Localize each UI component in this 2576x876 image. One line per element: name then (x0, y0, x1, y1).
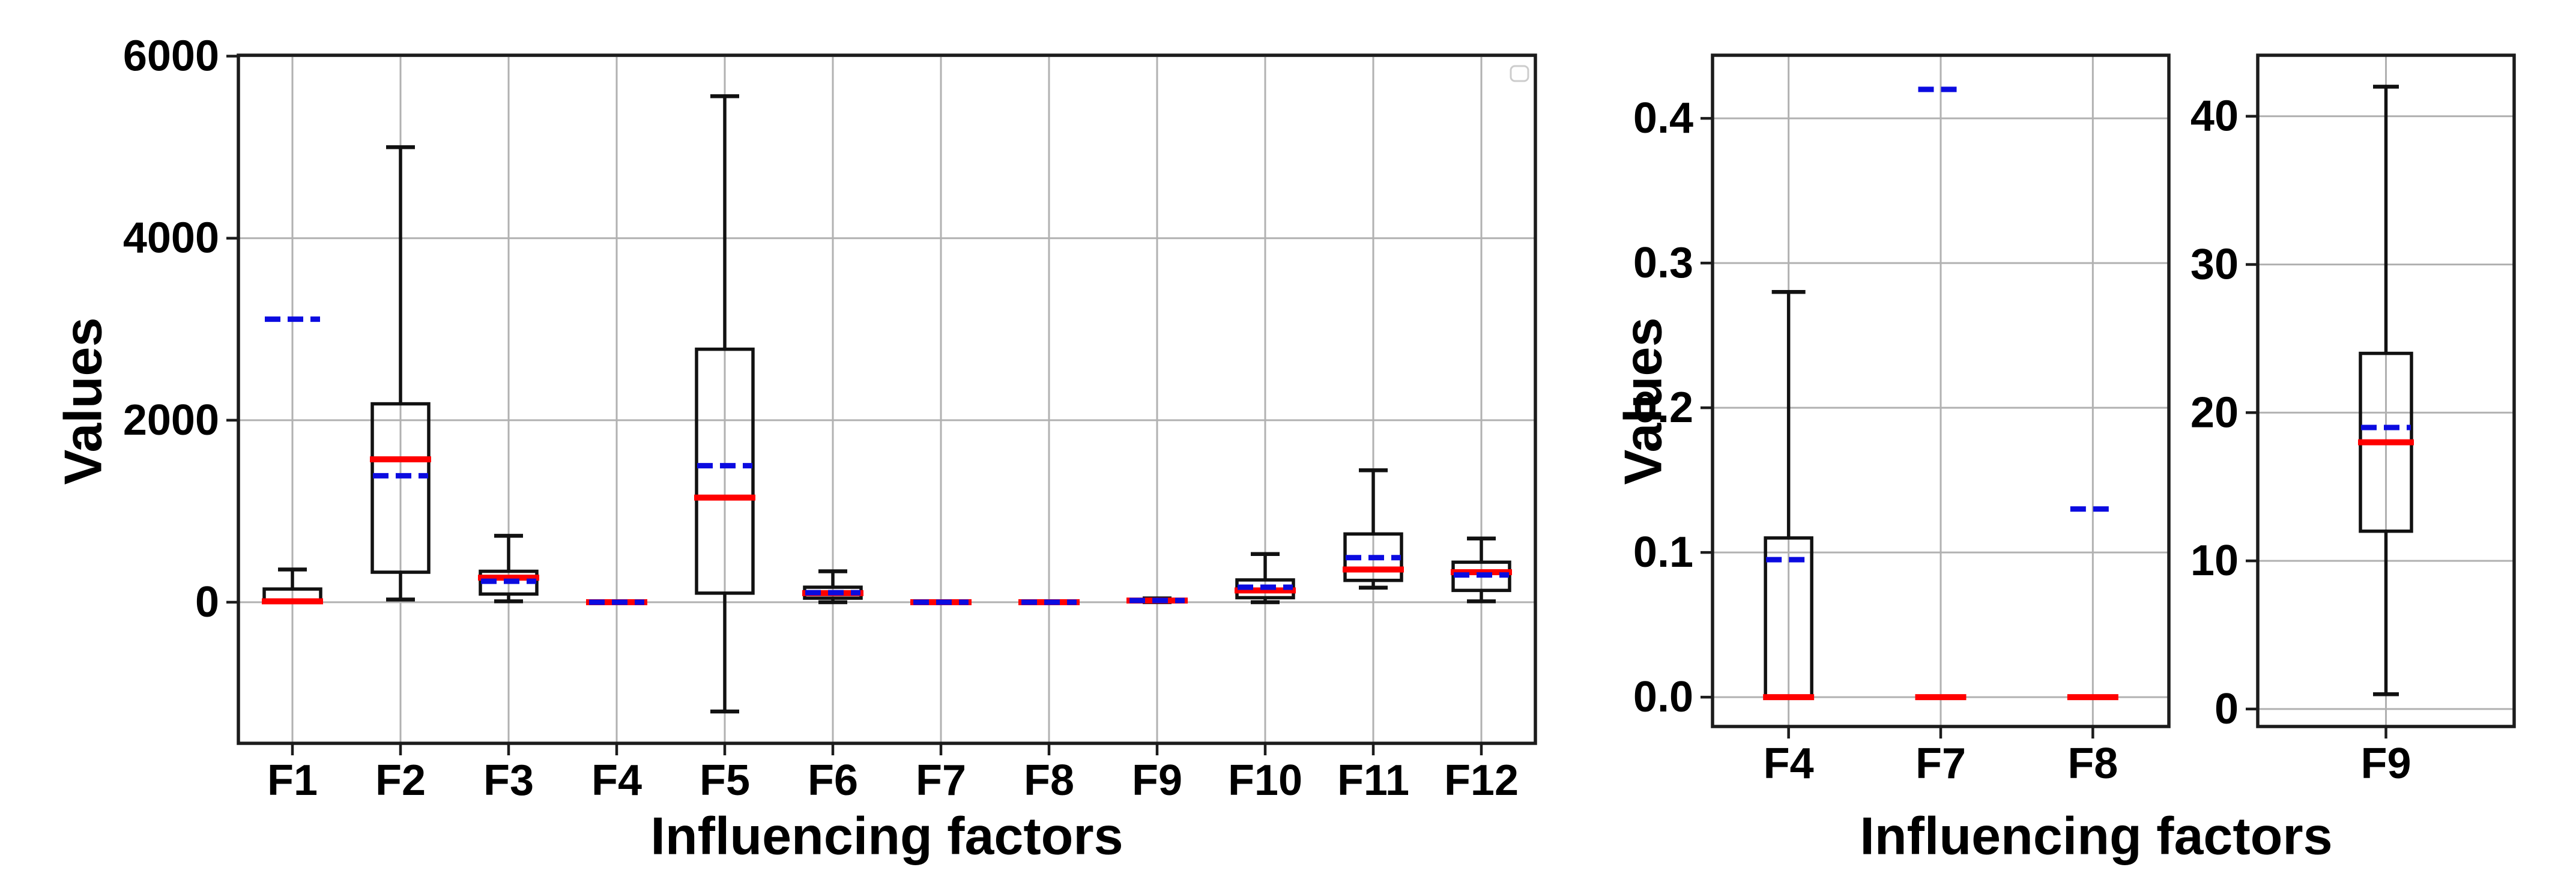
xtick-label: F2 (375, 757, 426, 805)
panel-right: 0 10 20 30 40 F9 (2191, 53, 2516, 788)
panel-middle: 0.0 0.1 0.2 0.3 0.4 F4 F7 F8 Influencing factors… (1613, 53, 2333, 866)
iqr-box (1343, 532, 1403, 582)
boxplot-F8 (2067, 506, 2118, 701)
boxplot-F5 (694, 94, 755, 714)
iqr-box (1451, 560, 1511, 593)
xtick-label: F3 (483, 757, 534, 805)
boxplot-F1 (262, 316, 323, 605)
boxplot-F4 (1763, 290, 1815, 701)
xtick-label: F11 (1337, 757, 1409, 805)
ytick-label: 40 (2191, 92, 2239, 140)
ytick-label: 4000 (123, 214, 219, 262)
xtick-label: F9 (2360, 740, 2411, 788)
gridlines (238, 55, 1535, 743)
y-axis-label: Values (53, 318, 113, 485)
x-axis-label: Influencing factors (650, 806, 1123, 866)
xtick-label: F4 (591, 757, 642, 805)
ytick-label: 0.0 (1633, 673, 1693, 721)
boxplot-F7 (1915, 86, 1967, 701)
ytick-label: 0.3 (1633, 239, 1693, 287)
xtick-label: F8 (1024, 757, 1074, 805)
ytick-label: 0.4 (1633, 94, 1693, 142)
xtick-label: F6 (808, 757, 858, 805)
ytick-label: 0 (2215, 685, 2239, 733)
iqr-box (695, 347, 755, 595)
ytick-label: 2000 (123, 396, 219, 444)
axes-border (237, 53, 1537, 745)
y-axis-label: Values (1613, 318, 1673, 485)
panel-left: 0 2000 4000 6000 F1 F2 F3 F4 F5 F6 F7 F8 F9 F10 F11 F12… (53, 32, 1537, 866)
ytick-label: 0.2 (1633, 384, 1693, 432)
ytick-label: 30 (2191, 240, 2239, 288)
xtick-label: F7 (1915, 740, 1966, 788)
iqr-box (479, 569, 539, 596)
boxplot-F6 (802, 569, 863, 605)
gridlines (1713, 55, 2169, 726)
ytick-label: 0 (195, 578, 219, 626)
ytick-label: 6000 (123, 32, 219, 80)
ytick-label: 20 (2191, 388, 2239, 436)
xtick-label: F7 (916, 757, 966, 805)
xtick-label: F8 (2067, 740, 2118, 788)
boxplot-F10 (1235, 552, 1296, 605)
boxplot-F12 (1451, 536, 1512, 603)
iqr-box (370, 402, 431, 574)
xtick-label: F9 (1132, 757, 1182, 805)
boxplot-F9 (1126, 596, 1188, 605)
xtick-label: F5 (700, 757, 750, 805)
xtick-label: F10 (1228, 757, 1302, 805)
boxplot-F2 (370, 145, 431, 602)
xtick-label: F12 (1444, 757, 1519, 805)
ytick-label: 0.1 (1633, 528, 1693, 576)
xtick-label: F1 (267, 757, 318, 805)
boxplot-F3 (478, 534, 539, 603)
boxplot-F9 (2358, 85, 2414, 696)
xtick-label: F4 (1764, 740, 1814, 788)
x-axis-label: Influencing factors (1860, 806, 2332, 866)
empty-legend-box (1510, 65, 1529, 82)
ytick-label: 10 (2191, 537, 2239, 585)
boxplot-F11 (1343, 468, 1404, 590)
